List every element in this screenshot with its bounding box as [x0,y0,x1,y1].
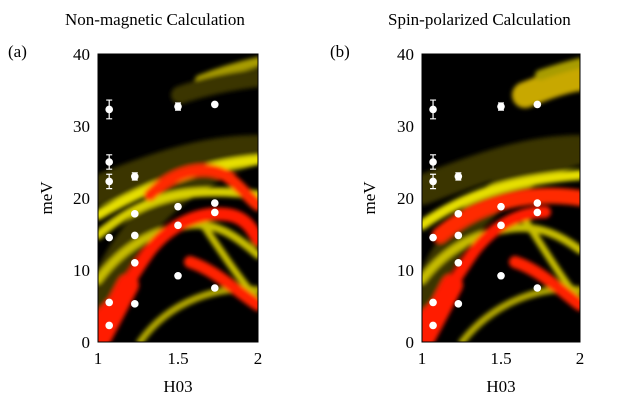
panel-b-data-point [429,298,437,307]
panel-b-data-point [533,199,542,207]
panel-b-ytick: 20 [397,189,414,208]
panel-a-data-point [174,221,182,230]
panel-a-data-point [105,105,113,114]
panel-a-ytick: 30 [73,117,90,136]
panel-b-band-top-2 [535,58,580,80]
panel-a-data-point [211,199,219,207]
panel-b-ytick: 30 [397,117,414,136]
panel-a-data-point [105,298,113,307]
panel-b-frame [421,53,581,343]
panel-b-yticks: 0 10 20 30 40 [397,45,414,352]
panel-b-data-point [533,100,542,109]
panel-b-data-point [454,172,463,181]
panel-b-data-point [497,102,505,111]
panel-a-xlabel: H03 [163,377,192,396]
panel-a-xtick: 1.5 [167,349,188,368]
panel-b-xtick: 1.5 [490,349,511,368]
panel-a-band-dim-high [98,135,258,205]
panel-b-xticks: 1 1.5 2 [418,349,585,368]
panel-b-band-dim-high [422,135,580,205]
panel-a-ytick: 10 [73,261,90,280]
panel-a-data-point [105,158,113,166]
panel-b-xtick: 2 [576,349,585,368]
panel-b-data-point [497,202,505,211]
panel-a-xtick: 2 [254,349,263,368]
panel-a-ytick: 0 [82,333,91,352]
panel-b-data-point [454,300,463,308]
panel-b-ylabel: meV [360,181,379,215]
panel-b-data-point [497,221,505,230]
panel-a-band-mid-yellow [98,187,258,240]
panel-a-data-point [131,300,139,308]
panel-a-data-point [105,321,113,330]
panel-a-data-point [131,172,139,181]
panel-b-data-point [454,231,463,240]
panel-b-data-point [454,210,463,218]
panel-b-band-red-upper [432,187,580,243]
panel-a-band-top [195,57,258,85]
panel-a-heatmap [98,54,258,342]
panel-a-data-point [105,177,113,186]
panel-a-data-point [131,231,139,240]
panel-a-data-point [211,100,219,109]
panel-b-data-point [429,233,437,242]
panel-a-data-point [211,284,219,292]
panel-a-band-red-upper [144,164,258,211]
panel-b-data-point [533,284,542,292]
panel-b-data-point [429,177,437,186]
panel-a-band-red-corner [98,274,139,342]
panel-b-data-point [429,105,437,114]
panel-a-ylabel: meV [37,181,56,215]
panel-a-data-point [174,102,182,111]
panel-a-band-red-lower [184,256,258,311]
panel-b-data-point [497,271,505,280]
panel-a-data-point [131,210,139,218]
panel-a-band-right-yellow [196,216,258,304]
panel-b-xtick: 1 [418,349,427,368]
panel-a-data-point [174,271,182,280]
panel-b: Spin-polarized Calculation (b) 0 [330,10,584,396]
panel-b-ytick: 10 [397,261,414,280]
panel-a-band-top-glow [171,69,258,104]
panel-b-ytick: 0 [406,333,415,352]
panel-b-band-lower-yellow [422,223,580,284]
panel-b-points [429,99,542,330]
panel-a: Non-magnetic Calculation (a) [8,10,262,396]
panel-b-ytick: 40 [397,45,414,64]
panel-b-band-red-lower [509,256,580,311]
panel-a-ytick: 20 [73,189,90,208]
panel-a-ytick: 40 [73,45,90,64]
panel-a-data-point [105,233,113,242]
panel-a-data-point [211,208,219,217]
panel-a-label: (a) [8,42,27,61]
panel-a-yticks: 0 10 20 30 40 [73,45,90,352]
panel-b-data-point [454,259,463,267]
panel-a-points [105,99,219,330]
panel-b-title: Spin-polarized Calculation [388,10,571,29]
panel-a-xticks: 1 1.5 2 [94,349,263,368]
panel-a-title: Non-magnetic Calculation [65,10,245,29]
panel-a-frame [97,53,259,343]
panel-b-band-top [512,65,580,108]
panel-a-data-point [174,202,182,211]
panel-b-data-point [533,208,542,217]
panel-b-band-mid-yellow [422,170,580,230]
panel-a-data-point [131,259,139,267]
panel-b-heatmap [422,54,580,342]
panel-b-data-point [429,321,437,330]
panel-b-label: (b) [330,42,350,61]
panel-b-band-red-corner [422,274,463,342]
panel-b-xlabel: H03 [486,377,515,396]
panel-a-xtick: 1 [94,349,103,368]
panel-b-data-point [429,158,437,166]
